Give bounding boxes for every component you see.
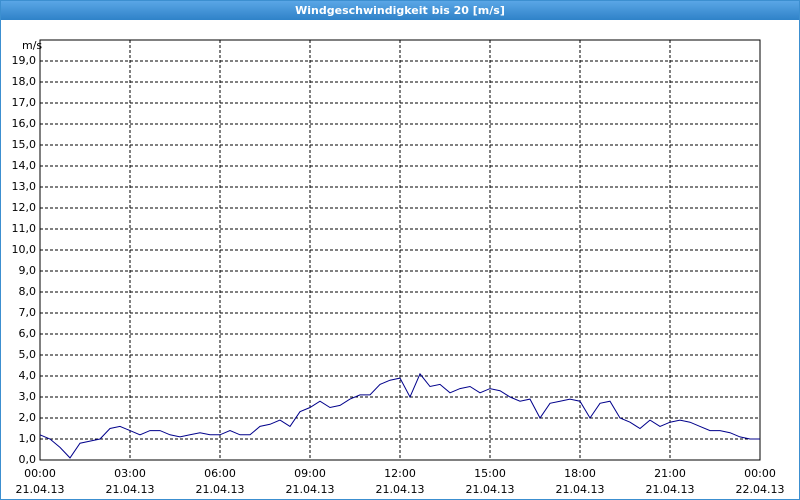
x-tick-label: 03:00 21.04.13 — [105, 467, 155, 496]
y-tick-label: 9,0 — [19, 264, 37, 277]
y-tick-label: 10,0 — [12, 243, 37, 256]
x-tick-label: 06:00 21.04.13 — [195, 467, 245, 496]
y-tick-label: 2,0 — [19, 411, 37, 424]
y-tick-label: 16,0 — [12, 117, 37, 130]
x-tick-label: 09:00 21.04.13 — [285, 467, 335, 496]
y-tick-label: 13,0 — [12, 180, 37, 193]
y-tick-label: 11,0 — [12, 222, 37, 235]
x-tick-label: 12:00 21.04.13 — [375, 467, 425, 496]
y-tick-label: 8,0 — [19, 285, 37, 298]
y-tick-label: 5,0 — [19, 348, 37, 361]
y-axis-unit: m/s — [22, 39, 42, 52]
y-tick-label: 18,0 — [12, 75, 37, 88]
y-tick-label: 14,0 — [12, 159, 37, 172]
x-tick-label: 21:00 21.04.13 — [645, 467, 695, 496]
y-tick-label: 12,0 — [12, 201, 37, 214]
y-tick-label: 19,0 — [12, 54, 37, 67]
x-tick-label: 00:00 22.04.13 — [735, 467, 785, 496]
y-tick-label: 6,0 — [19, 327, 37, 340]
wind-speed-line — [39, 372, 760, 459]
y-tick-label: 0,0 — [19, 453, 37, 466]
y-tick-label: 3,0 — [19, 390, 37, 403]
x-tick-label: 15:00 21.04.13 — [465, 467, 515, 496]
y-tick-label: 7,0 — [19, 306, 37, 319]
x-tick-label: 00:00 21.04.13 — [15, 467, 65, 496]
x-tick-label: 18:00 21.04.13 — [555, 467, 605, 496]
y-tick-label: 4,0 — [19, 369, 37, 382]
y-tick-label: 17,0 — [12, 96, 37, 109]
plot-frame — [39, 39, 761, 461]
title-bar: Windgeschwindigkeit bis 20 [m/s] — [1, 1, 799, 20]
y-tick-label: 1,0 — [19, 432, 37, 445]
y-tick-label: 15,0 — [12, 138, 37, 151]
